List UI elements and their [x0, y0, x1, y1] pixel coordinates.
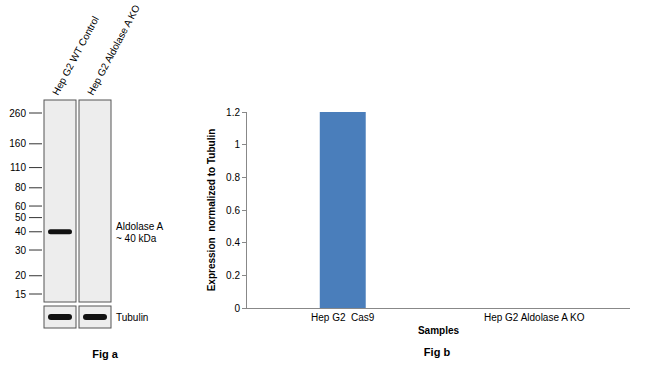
svg-text:Fig a: Fig a — [92, 348, 119, 360]
svg-text:0.2: 0.2 — [226, 270, 240, 281]
svg-text:0.8: 0.8 — [226, 172, 240, 183]
svg-text:Tubulin: Tubulin — [116, 312, 148, 323]
svg-text:60: 60 — [15, 201, 27, 212]
svg-text:15: 15 — [15, 289, 27, 300]
svg-text:1: 1 — [234, 139, 240, 150]
svg-text:160: 160 — [9, 138, 26, 149]
svg-text:110: 110 — [10, 162, 26, 173]
svg-text:Hep G2 WT Control: Hep G2 WT Control — [50, 14, 101, 97]
svg-text:20: 20 — [15, 270, 27, 281]
svg-text:0: 0 — [234, 303, 240, 314]
svg-text:50: 50 — [15, 212, 27, 223]
svg-text:0.6: 0.6 — [226, 205, 240, 216]
svg-text:40: 40 — [15, 226, 27, 237]
svg-text:Samples: Samples — [418, 325, 460, 336]
html-text:Fig b: Fig b — [423, 346, 451, 358]
svg-text:Hep G2 Aldolase A KO: Hep G2 Aldolase A KO — [85, 3, 142, 97]
svg-text:Expression normalized to Tubu: Expression normalized to Tubulin — [206, 129, 217, 292]
svg-text:80: 80 — [15, 182, 27, 193]
svg-text:Hep G2 Cas9: Hep G2 Cas9 — [311, 312, 375, 323]
svg-text:30: 30 — [15, 245, 27, 256]
svg-text:260: 260 — [9, 108, 26, 119]
svg-text:~ 40 kDa: ~ 40 kDa — [116, 233, 157, 244]
svg-text:Hep G2 Aldolase A KO: Hep G2 Aldolase A KO — [484, 312, 585, 323]
svg-text:Aldolase A: Aldolase A — [116, 221, 164, 232]
svg-text:0.4: 0.4 — [226, 237, 240, 248]
svg-text:1.2: 1.2 — [226, 107, 240, 118]
